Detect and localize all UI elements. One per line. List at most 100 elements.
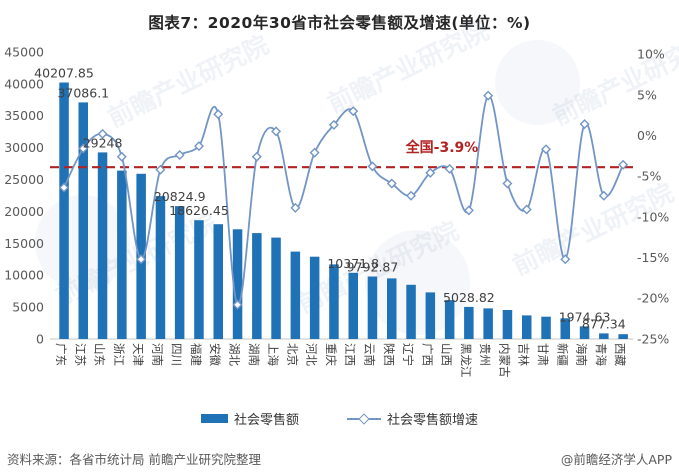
value-label-江苏: 37086.1 [57, 85, 109, 100]
category-label-河南: 河南 [150, 343, 164, 366]
category-label-西藏: 西藏 [613, 343, 627, 366]
line-series-swatch [347, 412, 381, 425]
line-marker-甘肃 [541, 144, 551, 155]
left-axis-tick: 10000 [4, 268, 44, 283]
value-label-青海: 877.34 [582, 316, 626, 331]
category-label-湖南: 湖南 [247, 343, 261, 366]
category-label-江苏: 江苏 [73, 343, 87, 366]
category-label-广东: 广东 [54, 343, 68, 366]
right-axis-tick: -10% [637, 209, 669, 224]
line-marker-江西 [348, 106, 359, 117]
left-axis-tick: 45000 [4, 44, 44, 59]
category-label-吉林: 吉林 [517, 343, 531, 366]
value-label-广东: 40207.85 [34, 66, 94, 81]
bar-山东 [97, 152, 108, 339]
left-axis-tick: 40000 [4, 76, 44, 91]
bar-广东 [59, 82, 69, 339]
left-axis-tick: 35000 [4, 108, 44, 123]
growth-line [63, 94, 624, 306]
line-marker-重庆 [328, 119, 339, 130]
value-label-云南: 9792.87 [347, 260, 399, 275]
bar-黑龙江 [464, 306, 474, 339]
left-axis-tick: 5000 [12, 300, 44, 315]
bar-青海 [599, 333, 609, 339]
bar-江西 [348, 272, 358, 339]
line-marker-云南 [367, 161, 378, 172]
diamond-marker-icon [358, 412, 370, 425]
line-marker-湖南 [251, 151, 262, 162]
line-marker-上海 [271, 126, 282, 137]
bar-四川 [174, 206, 185, 339]
bar-云南 [367, 276, 378, 339]
category-label-安徽: 安徽 [208, 343, 222, 366]
line-marker-河南 [155, 164, 166, 175]
right-axis-tick: -15% [637, 250, 669, 265]
bar-浙江 [117, 170, 127, 339]
line-marker-浙江 [116, 151, 127, 162]
bar-广西 [425, 292, 436, 339]
line-marker-辽宁 [406, 190, 416, 201]
category-label-辽宁: 辽宁 [401, 343, 415, 366]
value-label-福建: 18626.45 [169, 203, 229, 218]
category-label-内蒙古: 内蒙古 [497, 343, 511, 378]
chart-title: 图表7：2020年30省市社会零售额及增速(单位：%) [148, 14, 531, 32]
line-marker-福建 [194, 141, 204, 152]
line-marker-黑龙江 [463, 205, 474, 216]
line-marker-安徽 [213, 109, 224, 120]
right-axis-tick: -25% [637, 331, 669, 346]
bar-北京 [290, 251, 301, 339]
line-marker-陕西 [386, 178, 397, 189]
left-axis-tick: 0 [36, 332, 44, 347]
legend-line-label: 社会零售额增速 [387, 413, 479, 428]
bar-河北 [309, 256, 320, 339]
source-note: 资料来源：各省市统计局 前瞻产业研究院整理 [7, 452, 261, 467]
value-label-海南: 1974.63 [559, 309, 611, 324]
category-label-山西: 山西 [440, 343, 454, 366]
category-label-广西: 广西 [420, 343, 434, 366]
category-label-四川: 四川 [170, 343, 184, 366]
right-axis-tick: 10% [637, 47, 665, 62]
category-label-山东: 山东 [93, 343, 107, 366]
bar-甘肃 [541, 316, 551, 339]
bar-安徽 [213, 224, 223, 339]
line-marker-海南 [579, 119, 590, 130]
bar-福建 [194, 220, 204, 339]
right-axis-tick: 5% [637, 87, 657, 102]
line-marker-广西 [425, 167, 436, 178]
left-axis-tick: 15000 [4, 236, 44, 251]
bar-河南 [155, 196, 166, 339]
category-label-福建: 福建 [189, 343, 203, 366]
value-label-山东: 29248 [83, 135, 123, 150]
line-marker-内蒙古 [502, 178, 513, 189]
bar-吉林 [522, 315, 532, 339]
category-label-新疆: 新疆 [555, 343, 569, 366]
right-axis-tick: -5% [637, 169, 661, 184]
category-label-重庆: 重庆 [324, 343, 338, 366]
left-axis-tick: 20000 [4, 204, 44, 219]
right-axis-tick: -20% [637, 291, 669, 306]
line-marker-山东 [97, 128, 108, 139]
bar-新疆 [560, 318, 570, 339]
category-label-云南: 云南 [363, 343, 377, 366]
bar-湖北 [232, 229, 243, 339]
line-marker-北京 [290, 202, 301, 213]
category-label-湖北: 湖北 [228, 343, 242, 366]
legend-item-bar: 社会零售额 [200, 409, 299, 428]
credit-note: @前瞻经济学人APP [560, 452, 672, 467]
category-label-黑龙江: 黑龙江 [459, 343, 473, 378]
bar-江苏 [78, 102, 88, 340]
category-label-北京: 北京 [285, 343, 299, 366]
bar-贵州 [483, 308, 493, 339]
line-marker-吉林 [521, 204, 532, 215]
bar-内蒙古 [502, 310, 513, 339]
line-marker-河北 [309, 147, 320, 158]
line-marker-江苏 [78, 143, 89, 154]
category-label-河北: 河北 [305, 343, 319, 366]
legend-item-line: 社会零售额增速 [347, 409, 478, 428]
bar-湖南 [252, 233, 262, 339]
category-label-甘肃: 甘肃 [536, 343, 550, 366]
line-marker-山西 [444, 163, 455, 174]
left-axis-tick: 30000 [4, 140, 44, 155]
